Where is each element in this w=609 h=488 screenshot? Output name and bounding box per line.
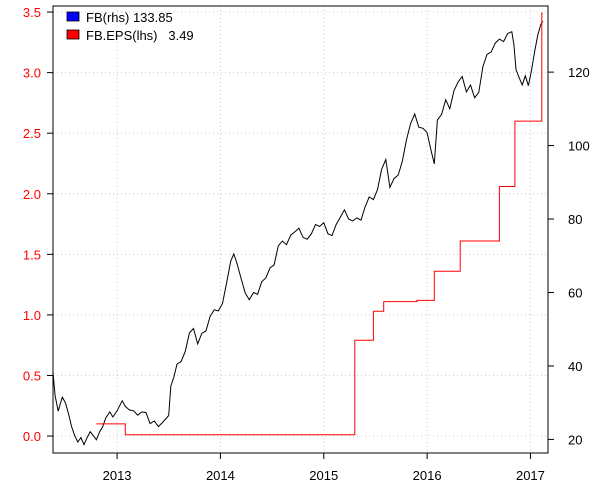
right-tick-label: 120 — [568, 65, 590, 80]
axis-left: 0.0 0.5 1.0 1.5 2.0 2.5 3.0 3.5 — [23, 5, 53, 444]
right-tick-label: 20 — [568, 432, 582, 447]
left-tick-label: 1.0 — [23, 308, 41, 323]
legend-label: FB(rhs) 133.85 — [86, 10, 173, 25]
legend-label: FB.EPS(lhs) 3.49 — [86, 28, 194, 43]
series-fb-line — [52, 20, 544, 446]
plot-frame — [52, 5, 549, 454]
x-tick-label: 2017 — [516, 468, 545, 483]
legend-swatch — [66, 11, 80, 22]
axis-bottom: 2013 2014 2015 2016 2017 — [103, 453, 545, 483]
left-tick-label: 2.0 — [23, 187, 41, 202]
right-tick-label: 80 — [568, 212, 582, 227]
legend-swatch — [66, 29, 80, 40]
series-eps-step — [96, 12, 543, 436]
legend: FB(rhs) 133.85 FB.EPS(lhs) 3.49 — [66, 10, 194, 43]
left-tick-label: 3.0 — [23, 66, 41, 81]
eps-step-line — [96, 12, 543, 436]
plot-border — [52, 5, 549, 454]
right-tick-label: 100 — [568, 139, 590, 154]
right-tick-label: 60 — [568, 285, 582, 300]
left-tick-label: 3.5 — [23, 5, 41, 20]
x-tick-label: 2015 — [309, 468, 338, 483]
left-tick-label: 0.5 — [23, 368, 41, 383]
x-tick-label: 2016 — [413, 468, 442, 483]
left-tick-label: 2.5 — [23, 126, 41, 141]
x-tick-label: 2013 — [103, 468, 132, 483]
fb-price-line — [52, 20, 544, 446]
left-tick-label: 0.0 — [23, 429, 41, 444]
grid — [53, 6, 548, 453]
axis-right: 20 40 60 80 100 120 — [548, 65, 590, 447]
x-tick-label: 2014 — [206, 468, 235, 483]
left-tick-label: 1.5 — [23, 247, 41, 262]
right-tick-label: 40 — [568, 359, 582, 374]
